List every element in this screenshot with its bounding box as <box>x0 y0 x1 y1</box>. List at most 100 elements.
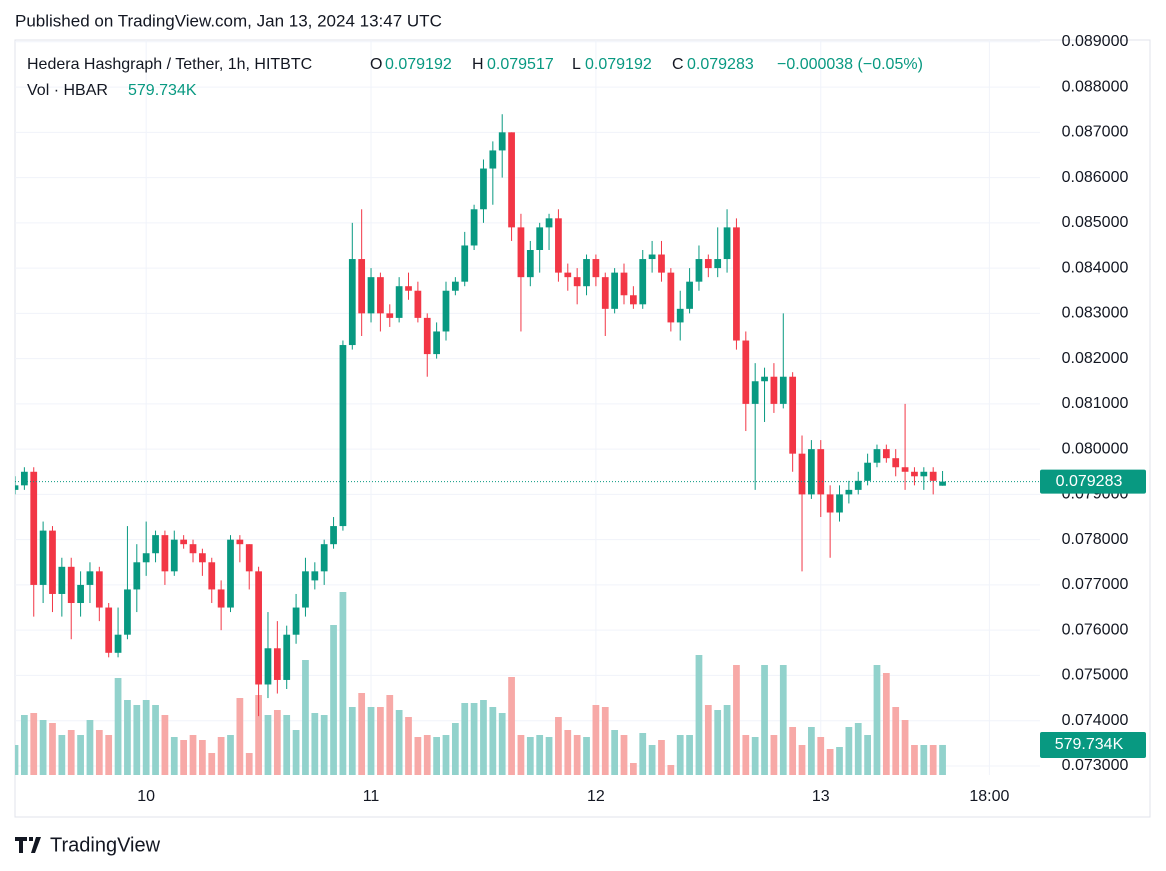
volume-bar <box>95 730 103 775</box>
volume-bar <box>526 737 534 775</box>
volume-bar <box>751 737 759 775</box>
candle-body <box>545 218 553 228</box>
candle-body <box>461 245 469 282</box>
ohlc-letter: O <box>370 56 382 73</box>
volume-bar <box>564 730 572 775</box>
candle-body <box>667 272 675 323</box>
y-tick-label: 0.085000 <box>1062 214 1129 231</box>
ohlc-value: 0.079517 <box>487 56 554 73</box>
volume-bar <box>882 673 890 775</box>
candle-body <box>723 227 731 260</box>
candle-body <box>292 607 300 635</box>
candle-body <box>405 286 412 291</box>
volume-bar <box>611 730 619 775</box>
volume-bar <box>227 735 234 775</box>
candle-body <box>273 648 281 680</box>
y-tick-label: 0.076000 <box>1062 621 1129 638</box>
candle-body <box>348 259 356 346</box>
volume-bar <box>836 747 843 775</box>
candle-body <box>433 331 440 355</box>
volume-bar <box>714 710 722 775</box>
candle-body <box>480 168 487 210</box>
candle-body <box>826 494 834 513</box>
volume-bar <box>770 735 778 775</box>
candle-body <box>901 467 909 472</box>
volume-bar <box>733 665 740 775</box>
candle-body <box>714 259 722 269</box>
volume-bar <box>189 735 197 775</box>
volume-bars <box>15 592 946 775</box>
volume-bar <box>283 715 291 775</box>
volume-bar <box>86 720 94 775</box>
volume-bar <box>114 678 122 775</box>
change: −0.000038 (−0.05%) <box>777 56 923 73</box>
y-tick-label: 0.077000 <box>1062 576 1129 593</box>
volume-bar <box>620 735 628 775</box>
candle-body <box>152 535 159 554</box>
candle-body <box>526 250 534 278</box>
volume-bar <box>817 737 825 775</box>
candle-body <box>742 340 750 404</box>
volume-bar <box>386 695 394 775</box>
volume-bar <box>217 737 225 775</box>
volume-bar <box>124 700 131 775</box>
candle-body <box>939 481 946 486</box>
candle-body <box>208 562 216 590</box>
y-tick-label: 0.081000 <box>1062 395 1129 412</box>
volume-bar <box>498 713 506 775</box>
candle-body <box>761 376 768 382</box>
candle-body <box>283 634 291 680</box>
candle-body <box>86 571 94 585</box>
volume-bar <box>808 727 815 775</box>
candle-body <box>882 449 890 459</box>
volume-bar <box>367 707 375 775</box>
candle-body <box>630 295 637 305</box>
volume-bar <box>20 715 28 775</box>
brand: TradingView <box>50 834 161 856</box>
y-tick-label: 0.082000 <box>1062 350 1129 367</box>
volume-bar <box>77 735 84 775</box>
candle-body <box>30 471 38 585</box>
candle-body <box>536 227 544 250</box>
ohlc-value: 0.079192 <box>385 56 452 73</box>
volume-bar <box>358 693 366 775</box>
candle-body <box>920 471 928 477</box>
candle-body <box>676 308 684 323</box>
volume-tag <box>1040 731 1146 758</box>
candle-body <box>873 449 881 463</box>
candle-body <box>583 259 590 287</box>
candle-body <box>808 449 815 495</box>
volume-bar <box>152 705 159 775</box>
volume-bar <box>292 730 300 775</box>
candle-body <box>770 376 778 404</box>
volume-bar <box>536 735 544 775</box>
candle-body <box>386 313 394 318</box>
volume-bar <box>901 720 909 775</box>
volume-bar <box>133 705 141 775</box>
volume-bar <box>208 753 216 775</box>
candle-body <box>245 544 253 572</box>
candle-body <box>114 634 122 653</box>
volume-value: 579.734K <box>128 82 197 99</box>
candle-body <box>311 571 319 581</box>
candle-body <box>639 259 647 305</box>
volume-bar <box>555 717 562 775</box>
candle-body <box>836 494 843 513</box>
y-tick-label: 0.086000 <box>1062 169 1129 186</box>
volume-bar <box>601 707 609 775</box>
volume-bar <box>854 723 862 775</box>
volume-bar <box>911 745 918 775</box>
candle-body <box>658 254 665 273</box>
x-tick-label: 13 <box>812 788 830 805</box>
volume-bar <box>461 703 469 775</box>
y-tick-label: 0.080000 <box>1062 440 1129 457</box>
candle-body <box>95 571 103 608</box>
candle-body <box>911 471 918 477</box>
candle-body <box>302 571 309 608</box>
x-tick-label: 18:00 <box>969 788 1009 805</box>
volume-bar <box>311 713 319 775</box>
candle-body <box>367 277 375 314</box>
candle-body <box>751 381 759 404</box>
volume-bar <box>545 737 553 775</box>
